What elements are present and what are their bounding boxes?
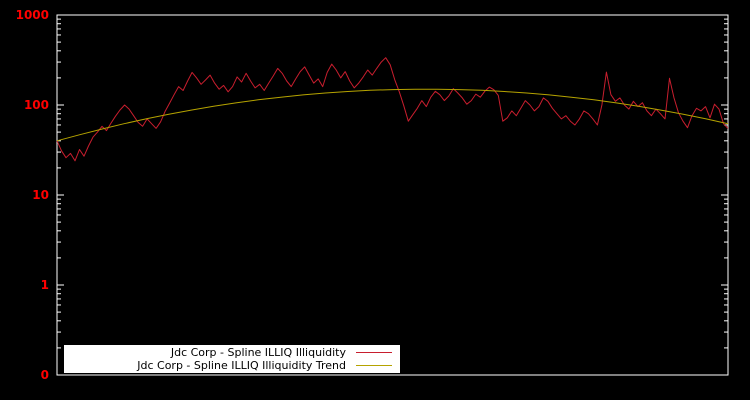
series-line-1 bbox=[56, 88, 729, 142]
plot-frame bbox=[56, 14, 729, 376]
legend-label: Jdc Corp - Spline ILLIQ Illiquidity bbox=[170, 346, 346, 359]
series-line-0 bbox=[56, 57, 729, 162]
y-tick-label: 1 bbox=[41, 278, 49, 292]
legend: Jdc Corp - Spline ILLIQ Illiquidity Jdc … bbox=[64, 345, 400, 373]
legend-label: Jdc Corp - Spline ILLIQ Illiquidity Tren… bbox=[137, 359, 346, 372]
legend-item: Jdc Corp - Spline ILLIQ Illiquidity bbox=[72, 346, 392, 359]
y-tick-label: 10 bbox=[32, 188, 49, 202]
y-tick-label: 100 bbox=[24, 98, 49, 112]
legend-line-sample bbox=[356, 352, 392, 353]
legend-item: Jdc Corp - Spline ILLIQ Illiquidity Tren… bbox=[72, 359, 392, 372]
legend-line-sample bbox=[356, 365, 392, 366]
y-tick-label: 1000 bbox=[16, 8, 49, 22]
y-tick-label: 0 bbox=[41, 368, 49, 382]
